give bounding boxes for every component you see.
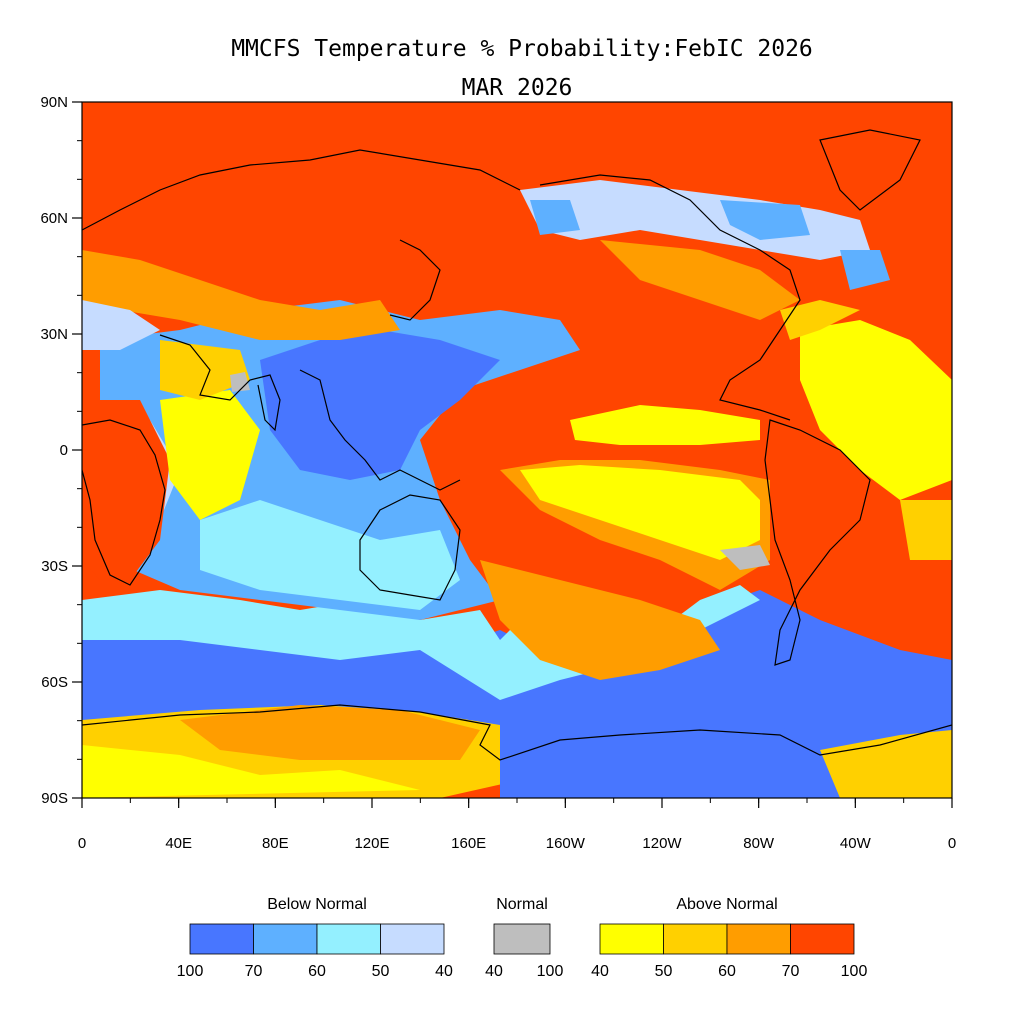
lon-tick-label: 40E — [165, 835, 192, 852]
alaska-darkblue — [530, 200, 890, 290]
legend-tick-label: 60 — [718, 963, 736, 980]
pacific-yellow-core — [520, 465, 760, 560]
africa-east-orange — [160, 340, 250, 400]
lon-tick-label: 160W — [546, 835, 586, 852]
lon-tick-label: 80W — [743, 835, 775, 852]
legend-swatch — [663, 923, 728, 955]
legend-tick-label: 100 — [537, 963, 564, 980]
coast-eurasia-north — [82, 149, 521, 231]
coast-australia — [359, 494, 461, 601]
map-title: MMCFS Temperature % Probability:FebIC 20… — [231, 36, 813, 62]
legend-swatch — [253, 923, 318, 955]
legend-label-below: Below Normal — [267, 896, 367, 913]
south-pacific-orange — [480, 560, 720, 680]
lon-tick-label: 0 — [78, 835, 86, 852]
lat-tick-label: 90S — [41, 790, 68, 807]
atlantic-orange-edge — [780, 300, 952, 560]
lat-tick-label: 30N — [40, 326, 68, 343]
coast-seasia — [299, 369, 461, 491]
antarctic-east-orange — [820, 730, 952, 798]
antarctic-blue — [500, 720, 860, 798]
coast-east-asia — [389, 239, 441, 321]
map-subtitle: MAR 2026 — [462, 75, 573, 101]
legend-swatch — [380, 923, 445, 955]
lat-tick-label: 60N — [40, 210, 68, 227]
africa-west-above — [82, 400, 170, 580]
antarctic-pale — [82, 745, 420, 798]
legend-tick-label: 40 — [485, 963, 503, 980]
legend-swatch — [599, 923, 664, 955]
coast-antarctica — [82, 704, 952, 761]
coast-india — [159, 334, 281, 432]
lon-tick-label: 80E — [262, 835, 289, 852]
antarctic-orange — [180, 705, 480, 760]
longitude-axis: 0 40E 80E 120E 160E 160W 120W 80W 40W 0 — [78, 798, 956, 852]
coast-south-america — [764, 419, 871, 666]
legend-tick-label: 40 — [591, 963, 609, 980]
lat-tick-label: 90N — [40, 94, 68, 111]
coast-africa — [82, 419, 166, 586]
coast-north-america — [539, 174, 801, 421]
legend-tick-label: 70 — [245, 963, 263, 980]
coast-greenland — [819, 129, 921, 211]
legend-swatch — [493, 923, 551, 955]
legend: Below Normal Normal Above Normal 100 70 60… — [177, 896, 868, 980]
legend-tick-label: 40 — [435, 963, 453, 980]
lat-tick-label: 30S — [41, 558, 68, 575]
eurasia-belt-orange — [82, 250, 400, 340]
legend-swatch — [726, 923, 791, 955]
legend-tick-label: 70 — [782, 963, 800, 980]
lat-tick-label: 60S — [41, 674, 68, 691]
legend-label-above: Above Normal — [676, 896, 777, 913]
legend-tick-label: 50 — [372, 963, 390, 980]
legend-tick-label: 60 — [308, 963, 326, 980]
probability-field — [82, 102, 952, 798]
europe-pale — [82, 300, 160, 350]
indian-ocean-cyan — [200, 500, 460, 610]
lon-tick-label: 40W — [840, 835, 872, 852]
canada-orange — [600, 240, 800, 320]
legend-tick-label: 50 — [655, 963, 673, 980]
legend-swatch — [316, 923, 381, 955]
legend-swatch — [790, 923, 855, 955]
arabia-yellow — [160, 390, 260, 520]
legend-bar-normal: 40 100 — [485, 923, 564, 980]
legend-bar-above: 40 50 60 70 100 — [591, 923, 868, 980]
lon-tick-label: 120W — [642, 835, 682, 852]
pacific-yellow-north — [570, 405, 760, 445]
lon-tick-label: 120E — [354, 835, 389, 852]
latitude-axis: 90N 60N 30N 0 30S 60S 90S — [40, 94, 82, 807]
legend-bar-below: 100 70 60 50 40 — [177, 923, 453, 980]
legend-label-normal: Normal — [496, 896, 548, 913]
coastlines — [82, 129, 952, 761]
indian-ocean-dark — [260, 330, 500, 480]
atlantic-yellow — [800, 320, 952, 500]
legend-tick-label: 100 — [841, 963, 868, 980]
lon-tick-label: 0 — [948, 835, 956, 852]
lon-tick-label: 160E — [451, 835, 486, 852]
lat-tick-label: 0 — [60, 442, 68, 459]
legend-tick-label: 100 — [177, 963, 204, 980]
legend-swatch — [189, 923, 254, 955]
alaska-blue — [520, 180, 870, 260]
